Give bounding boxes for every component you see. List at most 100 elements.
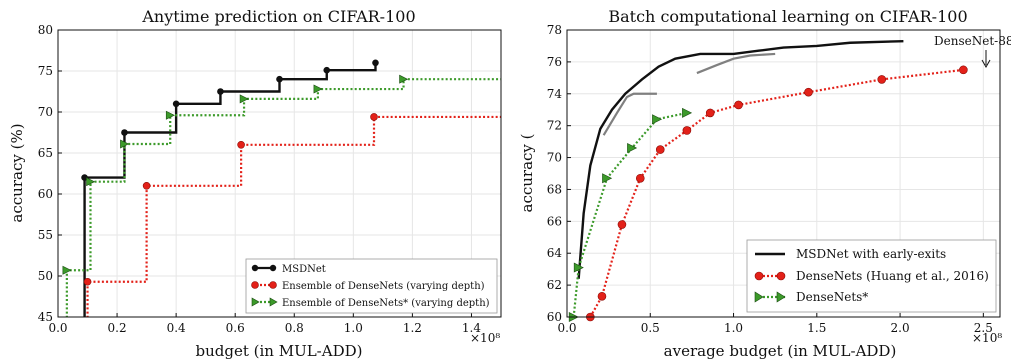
left-xtick-label-3: 0.6	[226, 321, 245, 335]
right-legend-label-1: DenseNets (Huang et al., 2016)	[796, 269, 989, 283]
right-y-axis-label: accuracy (	[518, 133, 536, 212]
left-point-s2-3	[165, 110, 175, 120]
right-x-axis-label: average budget (in MUL-ADD)	[664, 342, 897, 360]
right-xtick-label-2: 1.0	[724, 321, 743, 335]
right-ytick-label-6: 72	[547, 119, 562, 133]
right-ytick-label-0: 60	[547, 310, 562, 324]
right-ticks: 0.0 0.5 1.0 1.5 2.0 2.5 60 62 64 66 68 70 72 74 76 78	[547, 23, 993, 335]
right-x-multiplier: ×10⁸	[972, 331, 1002, 345]
right-legend-item-densenets-star: DenseNets*	[754, 290, 868, 304]
right-point-s3-4	[655, 145, 665, 154]
right-ytick-label-8: 76	[547, 55, 562, 69]
right-xtick-label-3: 1.5	[807, 321, 826, 335]
left-point-s2-0	[62, 265, 72, 275]
left-legend-item-msdnet: MSDNet	[251, 264, 326, 275]
left-point-s1-3	[370, 113, 378, 121]
left-point-s0-2	[172, 100, 180, 108]
right-legend-label-0: MSDNet with early-exits	[796, 247, 946, 261]
right-point-s3-9	[877, 75, 887, 84]
right-point-s3-6	[705, 108, 715, 118]
right-series-line-msdnet-segment-1	[602, 92, 657, 136]
left-ticks: 0.0 0.2 0.4 0.6 0.8 1.0 1.2 1.4 45 50 55 60 65 70 75 80	[38, 23, 482, 335]
right-legend-item-densenets: DenseNets (Huang et al., 2016)	[754, 269, 989, 283]
left-point-s0-4	[276, 75, 283, 83]
right-chart: 0.0 0.5 1.0 1.5 2.0 2.5 60 62 64 66 68 70 72 74 76 78 B…	[518, 7, 1011, 360]
right-point-s3-7	[734, 100, 743, 110]
right-ytick-label-5: 70	[547, 151, 562, 165]
left-legend-box	[245, 258, 498, 314]
left-point-s1-2	[237, 141, 245, 149]
left-xtick-label-0: 0.0	[48, 321, 67, 335]
right-xtick-label-4: 2.0	[891, 321, 910, 335]
left-point-s1-0	[83, 277, 92, 286]
left-ytick-label-7: 80	[38, 23, 53, 37]
left-xtick-label-4: 0.8	[285, 321, 304, 335]
left-ytick-label-5: 70	[38, 105, 53, 119]
right-point-s3-1	[597, 291, 607, 301]
left-point-s2-4	[239, 94, 249, 104]
right-series-line-msdnet-segment-2	[696, 52, 776, 75]
right-point-s3-10	[959, 65, 968, 75]
right-ytick-label-4: 68	[547, 182, 562, 196]
left-grid	[57, 29, 501, 318]
left-series-line-ensemble-of-densenets-varying-depth	[86, 115, 501, 317]
left-point-s0-6	[372, 59, 379, 67]
right-xtick-label-0: 0.0	[557, 321, 576, 335]
left-ytick-label-2: 55	[38, 228, 53, 242]
left-y-axis-label: accuracy (%)	[8, 123, 26, 222]
right-ytick-label-2: 64	[547, 246, 563, 260]
right-point-s3-5	[682, 126, 692, 135]
left-legend-item-ensemble-star: Ensemble of DenseNets* (varying depth)	[251, 297, 490, 309]
left-chart: 0.0 0.2 0.4 0.6 0.8 1.0 1.2 1.4 45 50 55 60 65 70 75 80…	[8, 7, 502, 360]
left-ytick-label-1: 50	[38, 269, 53, 283]
right-plot-frame	[566, 29, 1001, 318]
left-point-s1-1	[142, 182, 151, 190]
densenet88-annotation-text: DenseNet-88	[934, 34, 1011, 48]
left-point-s2-5	[313, 84, 323, 94]
left-point-s0-3	[217, 88, 224, 95]
right-series-layer	[568, 39, 968, 322]
left-xtick-label-5: 1.0	[344, 321, 363, 335]
densenet88-annotation: DenseNet-88	[934, 34, 1011, 69]
left-series-layer	[62, 59, 501, 317]
right-point-s4-4	[652, 114, 663, 125]
left-plot-frame	[57, 29, 502, 318]
left-point-s2-6	[399, 74, 409, 84]
right-legend-label-2: DenseNets*	[796, 290, 868, 304]
right-point-s3-2	[617, 220, 627, 229]
right-chart-title: Batch computational learning on CIFAR-10…	[608, 7, 967, 26]
left-x-multiplier: ×10⁸	[470, 331, 500, 345]
right-ytick-label-1: 62	[547, 278, 562, 292]
right-xtick-label-1: 0.5	[641, 321, 660, 335]
left-legend-label-0: MSDNet	[282, 264, 326, 275]
left-point-s2-2	[120, 139, 130, 149]
right-xtick-label-5: 2.5	[974, 321, 993, 335]
left-ytick-label-0: 45	[38, 310, 53, 324]
left-point-s0-1	[121, 129, 128, 136]
left-legend-label-2: Ensemble of DenseNets* (varying depth)	[282, 298, 490, 309]
left-chart-title: Anytime prediction on CIFAR-100	[141, 7, 415, 26]
left-legend: MSDNet Ensemble of DenseNets (varying de…	[245, 258, 498, 314]
right-point-s3-3	[635, 173, 645, 183]
left-ytick-label-6: 75	[38, 64, 53, 78]
right-ytick-label-9: 78	[547, 23, 562, 37]
left-ytick-label-3: 60	[38, 187, 53, 201]
right-legend: MSDNet with early-exits DenseNets (Huang…	[746, 239, 997, 313]
right-point-s4-1	[573, 262, 584, 273]
left-point-s2-1	[86, 177, 96, 187]
right-ytick-label-3: 66	[547, 214, 562, 228]
annotation-arrow-head	[981, 59, 991, 69]
left-xtick-label-2: 0.4	[167, 321, 186, 335]
left-xtick-label-7: 1.4	[462, 321, 481, 335]
right-point-s4-2	[602, 173, 613, 184]
left-legend-item-ensemble: Ensemble of DenseNets (varying depth)	[251, 281, 485, 292]
left-xtick-label-1: 0.2	[108, 321, 127, 335]
right-ytick-label-7: 74	[547, 87, 563, 101]
right-point-s4-5	[682, 107, 693, 118]
right-point-s4-3	[627, 143, 638, 153]
left-point-s0-5	[323, 66, 331, 74]
right-legend-item-msdnet: MSDNet with early-exits	[755, 247, 946, 261]
left-x-axis-label: budget (in MUL-ADD)	[196, 342, 363, 360]
right-legend-box	[746, 239, 997, 313]
